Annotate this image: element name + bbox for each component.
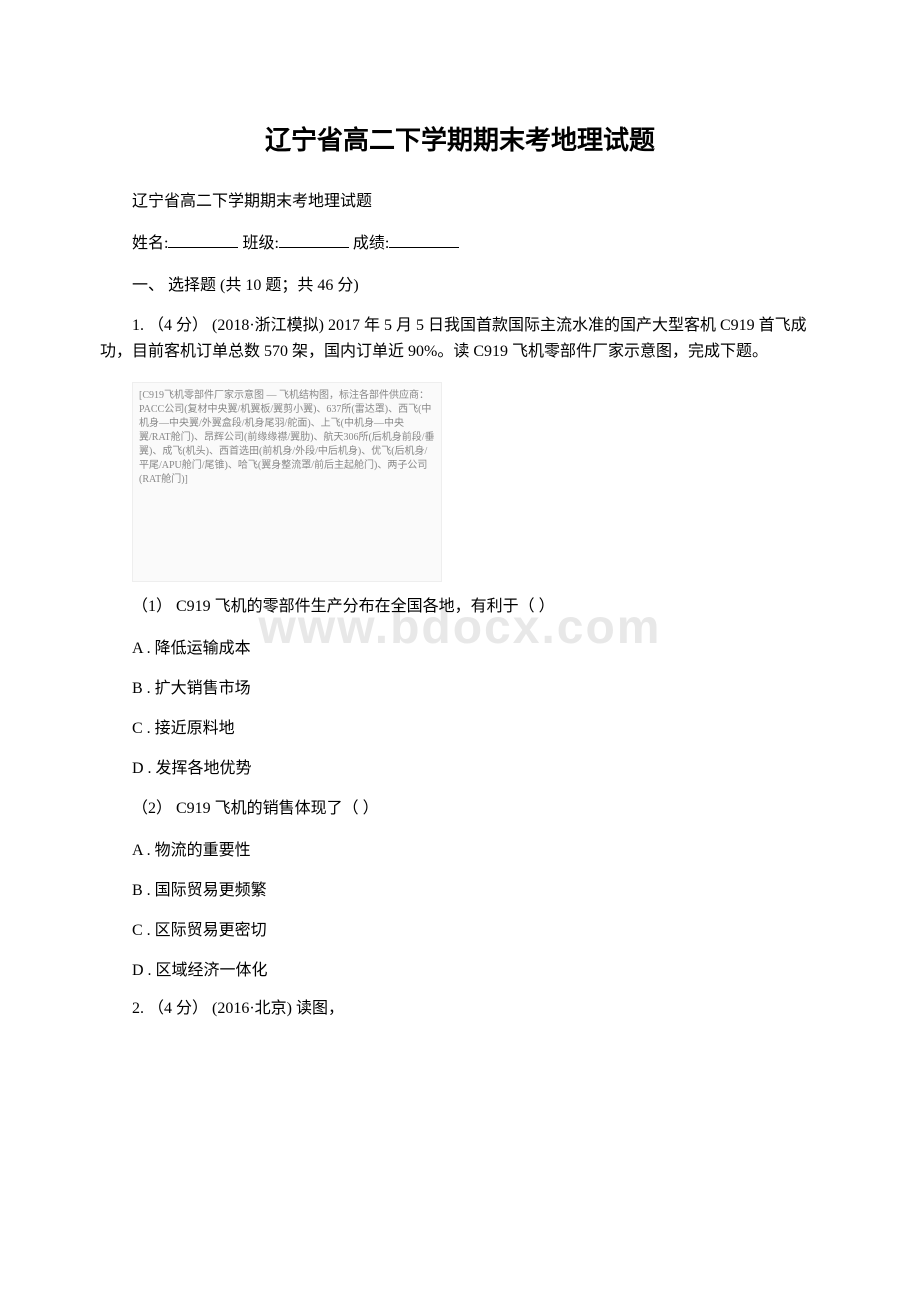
q1-sub1-option-c[interactable]: C . 接近原料地: [100, 714, 820, 738]
score-label: 成绩:: [353, 235, 389, 252]
q2-stem: 2. （4 分） (2016·北京) 读图，: [100, 996, 820, 1022]
q1-sub2-option-c[interactable]: C . 区际贸易更密切: [100, 916, 820, 940]
subtitle-text: 辽宁省高二下学期期末考地理试题: [100, 187, 820, 211]
document-content: 辽宁省高二下学期期末考地理试题 辽宁省高二下学期期末考地理试题 姓名: 班级: …: [100, 120, 820, 1022]
q1-sub1: （1） C919 飞机的零部件生产分布在全国各地，有利于（ ）: [100, 592, 820, 616]
form-line: 姓名: 班级: 成绩:: [100, 229, 820, 253]
q1-sub1-option-b[interactable]: B . 扩大销售市场: [100, 674, 820, 698]
q1-sub1-option-a[interactable]: A . 降低运输成本: [100, 634, 820, 658]
q1-sub2-option-d[interactable]: D . 区域经济一体化: [100, 956, 820, 980]
q1-diagram: [C919飞机零部件厂家示意图 — 飞机结构图，标注各部件供应商：PACC公司(…: [132, 382, 442, 582]
name-label: 姓名:: [132, 235, 168, 252]
class-blank[interactable]: [279, 230, 349, 248]
score-blank[interactable]: [389, 230, 459, 248]
q1-sub1-option-d[interactable]: D . 发挥各地优势: [100, 754, 820, 778]
section-1-header: 一、 选择题 (共 10 题；共 46 分): [100, 271, 820, 295]
q1-sub2: （2） C919 飞机的销售体现了（ ）: [100, 794, 820, 818]
name-blank[interactable]: [168, 230, 238, 248]
q1-sub2-option-b[interactable]: B . 国际贸易更频繁: [100, 876, 820, 900]
q1-sub2-option-a[interactable]: A . 物流的重要性: [100, 836, 820, 860]
page-title: 辽宁省高二下学期期末考地理试题: [100, 120, 820, 157]
class-label: 班级:: [242, 235, 278, 252]
q1-diagram-note: [C919飞机零部件厂家示意图 — 飞机结构图，标注各部件供应商：PACC公司(…: [133, 383, 441, 493]
q1-stem: 1. （4 分） (2018·浙江模拟) 2017 年 5 月 5 日我国首款国…: [100, 313, 820, 364]
